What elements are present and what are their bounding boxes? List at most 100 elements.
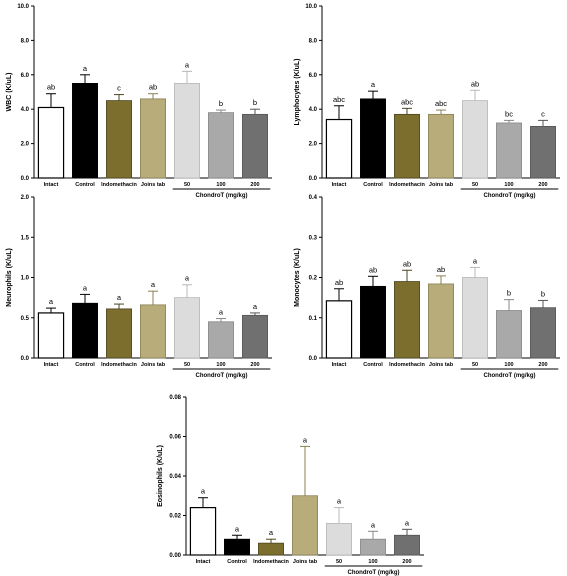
y-tick-label: 0.08	[169, 395, 181, 401]
significance-label: a	[371, 520, 376, 529]
y-axis-label: Neurophils (K/uL)	[6, 248, 13, 307]
y-tick-label: 0.04	[169, 474, 181, 480]
group-label: ChondroT (mg/kg)	[484, 373, 536, 379]
bar-control	[72, 83, 98, 179]
x-tick-label: 200	[402, 559, 411, 565]
significance-label: c	[117, 84, 121, 93]
x-tick-label: Joins tab	[429, 362, 454, 368]
bar-joins-tab	[140, 98, 166, 179]
significance-label: a	[83, 64, 88, 73]
x-tick-label: 200	[538, 362, 547, 368]
bar-50	[174, 83, 200, 179]
y-tick-label: 0.3	[309, 235, 318, 241]
bar-control	[72, 302, 98, 359]
significance-label: a	[219, 308, 224, 317]
significance-label: a	[185, 60, 190, 69]
significance-label: a	[49, 297, 54, 306]
y-tick-label: 2.0	[21, 195, 30, 201]
significance-label: b	[253, 98, 257, 107]
significance-label: a	[371, 80, 376, 89]
bar-joins-tab	[428, 113, 454, 179]
y-tick-label: 0.00	[169, 553, 181, 559]
x-tick-label: 100	[216, 362, 225, 368]
x-tick-label: Indomethacin	[389, 182, 425, 188]
x-tick-label: Intact	[196, 559, 211, 565]
group-label: ChondroT (mg/kg)	[484, 193, 536, 199]
y-axis-label: Monocytes (K/uL)	[294, 248, 301, 307]
significance-label: a	[337, 497, 342, 506]
significance-label: ab	[335, 278, 343, 287]
significance-label: b	[541, 289, 545, 298]
significance-label: a	[405, 518, 410, 527]
bar-joins-tab	[428, 283, 454, 359]
bar-200	[530, 126, 556, 179]
bar-intact	[325, 118, 353, 179]
significance-label: a	[253, 302, 258, 311]
bar-200	[242, 314, 268, 359]
group-label: ChondroT (mg/kg)	[196, 193, 248, 199]
x-tick-label: Control	[75, 362, 95, 368]
x-tick-label: Indomethacin	[253, 559, 289, 565]
significance-label: abc	[401, 97, 413, 106]
bar-indomethacin	[106, 308, 132, 359]
significance-label: b	[507, 289, 511, 298]
x-tick-label: Control	[227, 559, 247, 565]
y-tick-label: 0.02	[169, 514, 181, 520]
bar-indomethacin	[106, 100, 132, 179]
y-axis-label: WBC (K/uL)	[6, 73, 13, 112]
significance-label: b	[219, 99, 223, 108]
x-tick-label: Intact	[44, 362, 59, 368]
y-tick-label: 0.4	[309, 195, 318, 201]
y-tick-label: 4.0	[21, 107, 30, 113]
bar-100	[208, 321, 234, 359]
chart-panel-5: 0.00 0.02 0.04 0.06 0.08 Eosinophils (K/uL) a I…	[157, 395, 424, 576]
bar-indomethacin	[394, 113, 420, 179]
bar-joins-tab	[292, 495, 318, 556]
group-label: ChondroT (mg/kg)	[348, 570, 400, 576]
x-tick-label: Intact	[332, 182, 347, 188]
y-tick-label: 2.0	[21, 142, 30, 148]
bar-intact	[37, 312, 65, 359]
bar-100	[496, 310, 522, 359]
x-tick-label: Joins tab	[293, 559, 318, 565]
x-tick-label: Intact	[44, 182, 59, 188]
significance-label: a	[185, 274, 190, 283]
x-tick-label: 200	[538, 182, 547, 188]
x-tick-label: Indomethacin	[101, 182, 137, 188]
bar-100	[208, 112, 234, 179]
x-tick-label: 50	[184, 182, 190, 188]
bar-control	[360, 285, 386, 359]
significance-label: a	[303, 435, 308, 444]
bar-200	[242, 113, 268, 179]
x-tick-label: 100	[368, 559, 377, 565]
bar-100	[496, 122, 522, 179]
significance-label: a	[269, 528, 274, 537]
y-tick-label: 0.0	[21, 356, 30, 362]
x-tick-label: 200	[250, 362, 259, 368]
bar-indomethacin	[258, 542, 284, 556]
significance-label: ab	[437, 265, 445, 274]
x-tick-label: Indomethacin	[101, 362, 137, 368]
significance-label: a	[151, 280, 156, 289]
x-tick-label: 200	[250, 182, 259, 188]
y-tick-label: 4.0	[309, 107, 318, 113]
x-tick-label: Control	[75, 182, 95, 188]
x-tick-label: Control	[363, 182, 383, 188]
x-tick-label: Control	[363, 362, 383, 368]
chart-panel-3: 0.0 0.5 1.0 1.5 2.0 Neurophils (K/uL) a Intact a…	[6, 195, 272, 379]
y-tick-label: 1.5	[21, 235, 30, 241]
y-tick-label: 8.0	[309, 38, 318, 44]
bar-50	[462, 100, 488, 179]
y-axis-label: Eosinophils (K/uL)	[157, 445, 164, 507]
y-tick-label: 10.0	[305, 4, 317, 10]
y-tick-label: 0.2	[309, 276, 318, 282]
y-tick-label: 8.0	[21, 38, 30, 44]
x-tick-label: Intact	[332, 362, 347, 368]
y-tick-label: 0.0	[309, 356, 318, 362]
significance-label: abc	[333, 95, 345, 104]
significance-label: ab	[369, 265, 377, 274]
significance-label: ab	[149, 83, 157, 92]
